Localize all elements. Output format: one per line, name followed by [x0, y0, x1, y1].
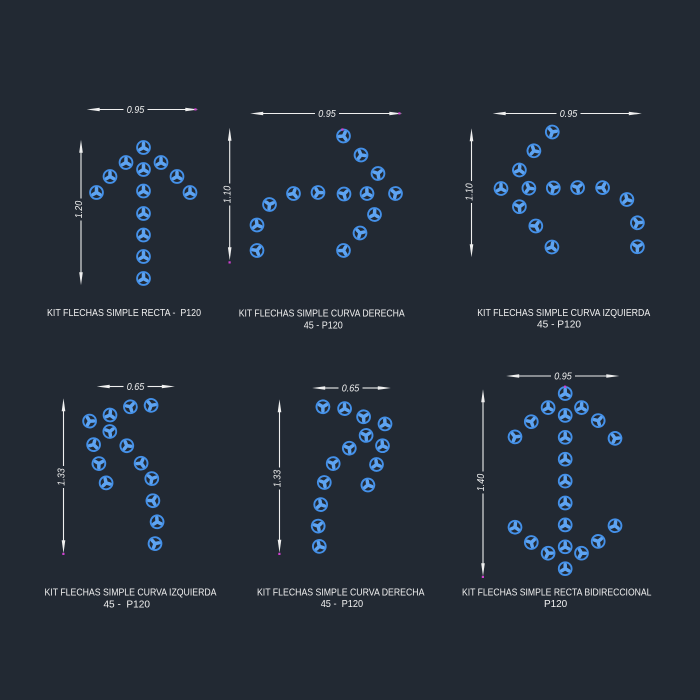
svg-text:KIT FLECHAS SIMPLE RECTA BIDIR: KIT FLECHAS SIMPLE RECTA BIDIRECCIONAL [462, 588, 652, 599]
svg-text:KIT FLECHAS SIMPLE CURVA DEREC: KIT FLECHAS SIMPLE CURVA DERECHA [257, 588, 425, 599]
svg-text:0.95: 0.95 [554, 371, 572, 382]
svg-text:0.95: 0.95 [560, 109, 578, 120]
svg-text:1.40: 1.40 [476, 473, 487, 491]
svg-text:KIT FLECHAS SIMPLE CURVA IZQUI: KIT FLECHAS SIMPLE CURVA IZQUIERDA [477, 308, 650, 319]
svg-text:P120: P120 [544, 599, 568, 610]
svg-text:45 - P120: 45 - P120 [304, 321, 343, 332]
svg-text:0.95: 0.95 [127, 105, 145, 116]
svg-text:1.33: 1.33 [272, 469, 283, 487]
svg-text:KIT FLECHAS SIMPLE CURVA IZQUI: KIT FLECHAS SIMPLE CURVA IZQUIERDA [45, 588, 217, 599]
svg-text:1.33: 1.33 [56, 468, 67, 486]
svg-text:1.20: 1.20 [74, 200, 85, 218]
svg-text:45 - P120: 45 - P120 [321, 599, 364, 610]
svg-text:45 - P120: 45 - P120 [537, 320, 581, 331]
svg-text:KIT FLECHAS SIMPLE RECTA - P1: KIT FLECHAS SIMPLE RECTA - P120 [47, 308, 201, 319]
svg-text:1.10: 1.10 [223, 185, 234, 203]
svg-text:1.10: 1.10 [464, 183, 475, 201]
svg-text:KIT FLECHAS SIMPLE CURVA DEREC: KIT FLECHAS SIMPLE CURVA DERECHA [239, 309, 405, 320]
svg-text:0.65: 0.65 [342, 383, 360, 394]
svg-text:0.65: 0.65 [127, 382, 145, 393]
svg-text:45 - P120: 45 - P120 [103, 600, 150, 611]
svg-text:0.95: 0.95 [318, 109, 336, 120]
